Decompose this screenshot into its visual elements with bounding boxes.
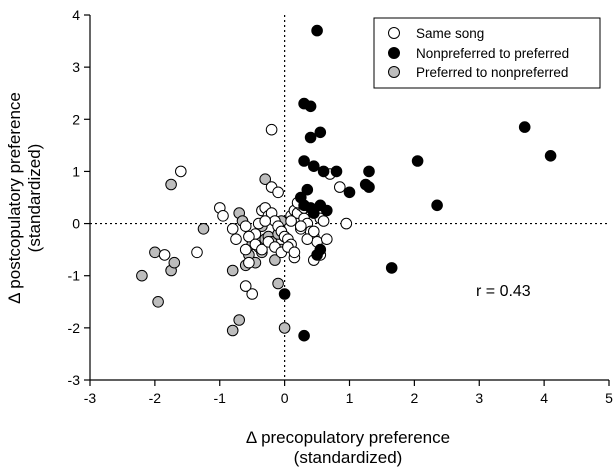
- same-song-point: [295, 220, 307, 232]
- same-song-point: [340, 217, 353, 230]
- same-song-point: [175, 165, 187, 178]
- x-tick-label: -1: [214, 390, 227, 406]
- same-song-point: [334, 181, 346, 193]
- y-tick-label: 0: [72, 216, 80, 232]
- y-axis-title-line1: Δ postcopulatory preference: [5, 92, 24, 304]
- preferred-to-nonpreferred-point: [259, 173, 272, 185]
- y-axis-title-line2: (standardized): [25, 144, 44, 253]
- x-tick-label: -2: [149, 390, 162, 406]
- nonpreferred-to-preferred-point: [321, 204, 333, 217]
- same-song-point: [217, 210, 229, 222]
- nonpreferred-to-preferred-point: [311, 24, 323, 37]
- y-tick-label: -3: [68, 372, 81, 388]
- nonpreferred-to-preferred-point: [298, 155, 310, 167]
- nonpreferred-to-preferred-point: [304, 100, 317, 113]
- x-tick-label: 2: [410, 390, 418, 406]
- y-tick-label: 1: [72, 163, 80, 179]
- nonpreferred-to-preferred-point: [278, 288, 291, 300]
- correlation-annotation: r = 0.43: [476, 283, 531, 300]
- legend-marker-preferred-to-nonpreferred: [388, 66, 400, 78]
- x-tick-label: 0: [281, 390, 289, 406]
- nonpreferred-to-preferred-point: [330, 165, 343, 178]
- y-tick-label: 3: [72, 59, 80, 75]
- preferred-to-nonpreferred-point: [278, 322, 291, 334]
- same-song-point: [259, 215, 272, 227]
- same-song-point: [285, 215, 297, 227]
- nonpreferred-to-preferred-point: [343, 186, 356, 199]
- preferred-to-nonpreferred-point: [197, 223, 210, 235]
- same-song-point: [191, 246, 203, 259]
- nonpreferred-to-preferred-point: [304, 131, 317, 144]
- nonpreferred-to-preferred-point: [301, 183, 314, 196]
- nonpreferred-to-preferred-point: [298, 199, 310, 212]
- preferred-to-nonpreferred-point: [226, 264, 239, 277]
- preferred-to-nonpreferred-point: [272, 277, 284, 290]
- x-tick-label: -3: [84, 390, 97, 406]
- same-song-point: [272, 186, 284, 199]
- nonpreferred-to-preferred-point: [385, 262, 398, 274]
- nonpreferred-to-preferred-point: [308, 207, 320, 219]
- same-song-point: [158, 249, 171, 261]
- y-tick-label: 2: [72, 111, 80, 127]
- nonpreferred-to-preferred-point: [314, 243, 327, 256]
- same-song-point: [301, 233, 314, 245]
- nonpreferred-to-preferred-point: [411, 155, 424, 167]
- axes: -3 -2 -1 0 1 2 3 4 5 -3 -2 -1 0 1 2 3 4: [68, 7, 613, 406]
- nonpreferred-to-preferred-point: [518, 121, 531, 133]
- legend-marker-nonpreferred-to-preferred: [388, 47, 400, 59]
- nonpreferred-to-preferred-point: [314, 126, 327, 139]
- y-tick-label: -2: [68, 320, 81, 336]
- same-song-point: [317, 215, 330, 227]
- same-song-point: [246, 288, 258, 300]
- y-tick-label: -1: [68, 268, 81, 284]
- x-tick-label: 3: [475, 390, 483, 406]
- legend-marker-same-song: [388, 27, 400, 39]
- preferred-to-nonpreferred-point: [226, 324, 239, 337]
- preferred-to-nonpreferred-point: [149, 246, 161, 259]
- reference-lines: [90, 15, 609, 380]
- legend-label-nonpreferred-to-preferred: Nonpreferred to preferred: [416, 46, 569, 61]
- same-song-point: [230, 233, 242, 245]
- legend-label-preferred-to-nonpreferred: Preferred to nonpreferred: [416, 65, 568, 80]
- nonpreferred-to-preferred-point: [308, 160, 320, 172]
- nonpreferred-to-preferred-point: [544, 150, 557, 162]
- preferred-to-nonpreferred-point: [165, 178, 177, 191]
- same-song-point: [256, 243, 268, 256]
- legend: Same song Nonpreferred to preferred Pref…: [373, 17, 601, 89]
- nonpreferred-to-preferred-point: [431, 199, 443, 212]
- y-tick-label: 4: [72, 7, 80, 23]
- nonpreferred-to-preferred-point: [298, 329, 310, 342]
- same-song-point: [308, 225, 320, 238]
- legend-box: [373, 17, 601, 89]
- preferred-to-nonpreferred-point: [136, 269, 148, 282]
- x-tick-label: 5: [605, 390, 613, 406]
- same-song-point: [239, 243, 252, 256]
- preferred-to-nonpreferred-point: [168, 256, 181, 269]
- nonpreferred-to-preferred-point: [317, 165, 330, 178]
- x-axis-title-line1: Δ precopulatory preference: [246, 428, 450, 447]
- x-tick-label: 4: [540, 390, 548, 406]
- preferred-to-nonpreferred-point: [152, 296, 164, 308]
- same-song-point: [243, 230, 255, 243]
- same-song-point: [239, 220, 252, 232]
- preferred-to-nonpreferred-point: [233, 314, 245, 326]
- same-song-point: [226, 223, 239, 235]
- x-axis-title-line2: (standardized): [294, 448, 403, 467]
- x-tick-label: 1: [346, 390, 354, 406]
- nonpreferred-to-preferred-point: [363, 181, 375, 193]
- same-song-point: [243, 256, 255, 269]
- same-song-point: [321, 233, 333, 245]
- data-points: [136, 24, 557, 342]
- nonpreferred-to-preferred-point: [363, 165, 375, 178]
- preferred-to-nonpreferred-point: [269, 254, 281, 266]
- legend-label-same-song: Same song: [416, 26, 484, 41]
- same-song-point: [265, 123, 278, 136]
- same-song-point: [288, 246, 301, 259]
- same-song-point: [239, 280, 252, 292]
